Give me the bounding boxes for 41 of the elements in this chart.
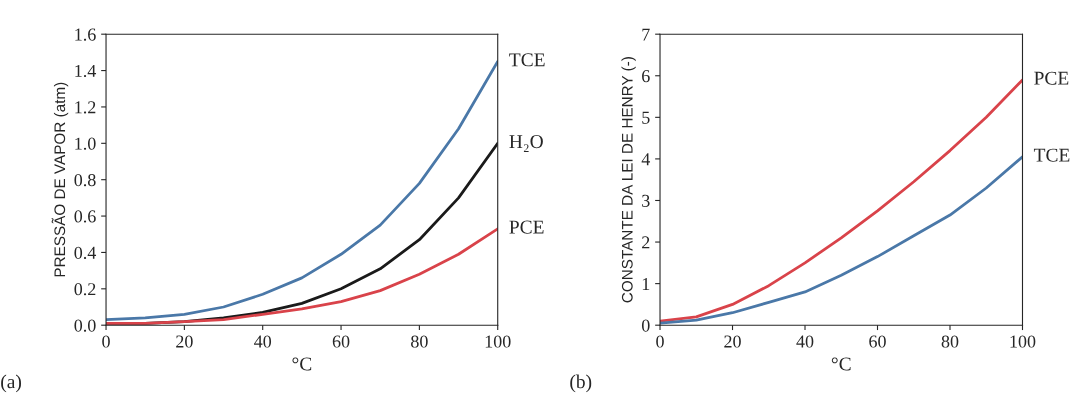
text: (b) xyxy=(570,374,592,393)
y-tick-label: 0.6 xyxy=(74,210,96,223)
x-tick-label: 100 xyxy=(485,335,511,348)
y-tick-label: 2 xyxy=(642,236,650,249)
y-axis-title: CONSTANTE DA LEI DE HENRY (-) xyxy=(621,57,636,303)
y-tick-label: 1.4 xyxy=(75,64,97,78)
series-label: PCE xyxy=(1034,71,1069,85)
y-tick-label: 0.8 xyxy=(74,173,96,187)
x-tick-label: 80 xyxy=(411,335,428,348)
x-tick-label: 80 xyxy=(941,335,959,348)
text: (a) xyxy=(1,374,22,393)
x-tick-label: 60 xyxy=(869,335,886,348)
y-tick-label: 0 xyxy=(641,319,650,332)
x-tick-label: 40 xyxy=(796,335,814,348)
x-tick-label: 40 xyxy=(254,335,272,348)
y-tick-label: 1.2 xyxy=(75,101,96,114)
y-tick-label: 1.0 xyxy=(75,137,96,150)
series-label: TCE xyxy=(1033,148,1070,162)
y-tick-label: 4 xyxy=(641,153,651,166)
y-tick-label: 0.4 xyxy=(74,246,97,259)
series-label: H₂O xyxy=(509,135,543,152)
x-axis-title: °C xyxy=(831,357,851,371)
x-tick-label: 100 xyxy=(1010,335,1036,348)
series-label: TCE xyxy=(509,53,545,67)
x-tick-label: 20 xyxy=(724,335,741,348)
y-tick-label: 3 xyxy=(642,194,650,207)
y-tick-label: 7 xyxy=(642,28,650,41)
y-tick-label: 0.2 xyxy=(74,283,96,296)
x-tick-label: 0 xyxy=(656,335,664,348)
y-tick-label: 5 xyxy=(642,111,650,124)
x-tick-label: 20 xyxy=(176,335,193,348)
x-axis-title: °C xyxy=(292,357,312,371)
y-tick-label: 1.6 xyxy=(75,28,96,41)
y-tick-label: 0.0 xyxy=(74,319,96,332)
y-tick-label: 6 xyxy=(642,70,650,83)
line-series xyxy=(106,60,498,322)
x-tick-label: 60 xyxy=(332,335,350,348)
y-tick-label: 1 xyxy=(642,277,650,290)
series-label: PCE xyxy=(509,220,544,234)
x-tick-label: 0 xyxy=(102,335,110,348)
y-axis-title: PRESSÃO DE VAPOR (atm) xyxy=(51,82,69,277)
